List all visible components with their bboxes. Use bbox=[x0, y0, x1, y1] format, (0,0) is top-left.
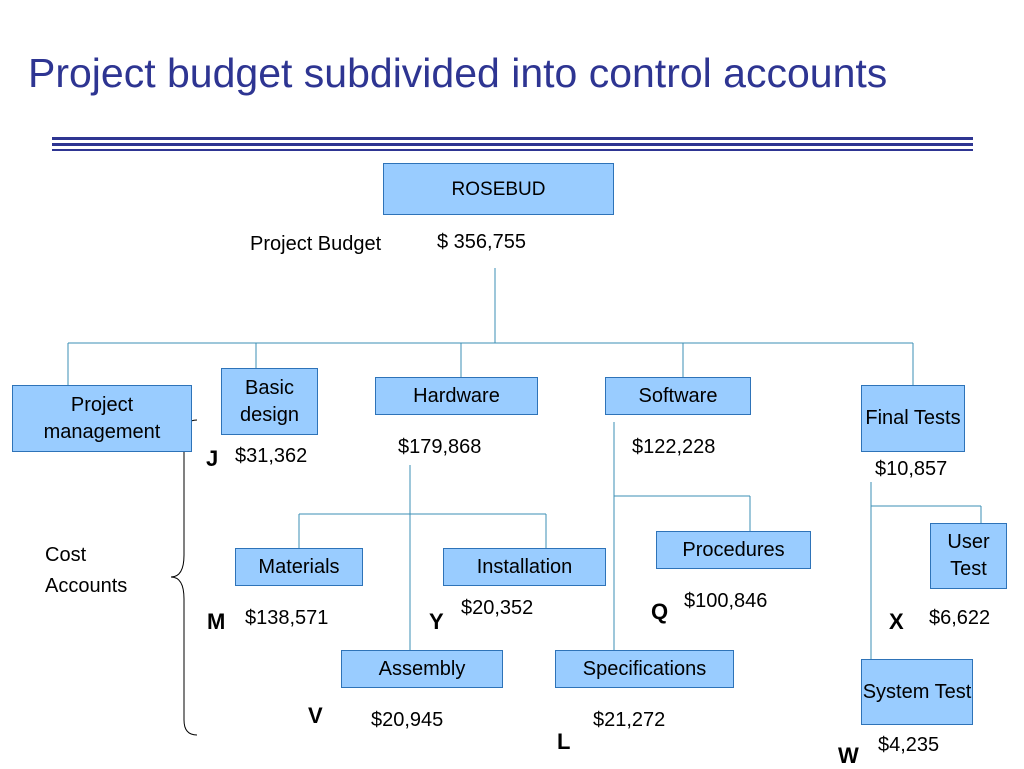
project-budget-label: Project Budget bbox=[250, 233, 382, 255]
root-node-rosebud: ROSEBUD bbox=[383, 163, 614, 215]
node-procedures: Procedures bbox=[656, 531, 811, 569]
node-system-test: System Test bbox=[861, 659, 973, 725]
node-label: Materials bbox=[258, 555, 340, 578]
node-basic-design: Basic design bbox=[221, 368, 318, 435]
node-label: Basic design bbox=[240, 376, 299, 426]
node-specifications: Specifications bbox=[555, 650, 734, 688]
account-code-x: X bbox=[889, 609, 904, 634]
node-label: Installation bbox=[476, 555, 573, 578]
value-hardware: $179,868 bbox=[398, 436, 482, 458]
account-code-m: M bbox=[207, 609, 226, 634]
node-label: Specifications bbox=[582, 657, 707, 680]
account-code-j: J bbox=[206, 446, 219, 471]
value-materials: $138,571 bbox=[245, 607, 329, 629]
value-final-tests: $10,857 bbox=[875, 458, 948, 480]
title-divider-middle bbox=[52, 143, 973, 146]
value-installation: $20,352 bbox=[461, 597, 534, 619]
node-label: Assembly bbox=[378, 657, 466, 680]
node-label: Project management bbox=[43, 393, 161, 443]
node-installation: Installation bbox=[443, 548, 606, 586]
node-label: Hardware bbox=[413, 384, 500, 407]
account-code-y: Y bbox=[429, 609, 444, 634]
node-label: Software bbox=[638, 384, 718, 407]
node-hardware: Hardware bbox=[375, 377, 538, 415]
value-user-test: $6,622 bbox=[929, 607, 991, 629]
account-code-l: L bbox=[557, 729, 571, 754]
page-title: Project budget subdivided into control a… bbox=[28, 50, 888, 96]
node-label: Final Tests bbox=[865, 407, 961, 429]
node-user-test: User Test bbox=[930, 523, 1007, 589]
node-final-tests: Final Tests bbox=[861, 385, 965, 452]
node-project-management: Project management bbox=[12, 385, 192, 452]
value-system-test: $4,235 bbox=[878, 734, 940, 756]
value-assembly: $20,945 bbox=[371, 709, 444, 731]
account-code-v: V bbox=[308, 703, 323, 728]
account-code-q: Q bbox=[651, 599, 669, 624]
value-basic-design: $31,362 bbox=[235, 445, 308, 467]
value-specifications: $21,272 bbox=[593, 709, 666, 731]
node-label: Procedures bbox=[682, 538, 785, 561]
node-materials: Materials bbox=[235, 548, 363, 586]
title-divider-bottom bbox=[52, 149, 973, 151]
cost-accounts-brace bbox=[170, 419, 198, 736]
value-procedures: $100,846 bbox=[684, 590, 768, 612]
node-label: System Test bbox=[862, 680, 972, 703]
title-divider-top bbox=[52, 137, 973, 140]
value-software: $122,228 bbox=[632, 436, 716, 458]
node-assembly: Assembly bbox=[341, 650, 503, 688]
project-budget-value: $ 356,755 bbox=[437, 231, 526, 253]
root-node-label: ROSEBUD bbox=[451, 178, 546, 200]
account-code-w: W bbox=[838, 743, 859, 768]
cost-accounts-label: Cost Accounts bbox=[45, 544, 128, 597]
node-label: User Test bbox=[947, 531, 990, 580]
node-software: Software bbox=[605, 377, 751, 415]
